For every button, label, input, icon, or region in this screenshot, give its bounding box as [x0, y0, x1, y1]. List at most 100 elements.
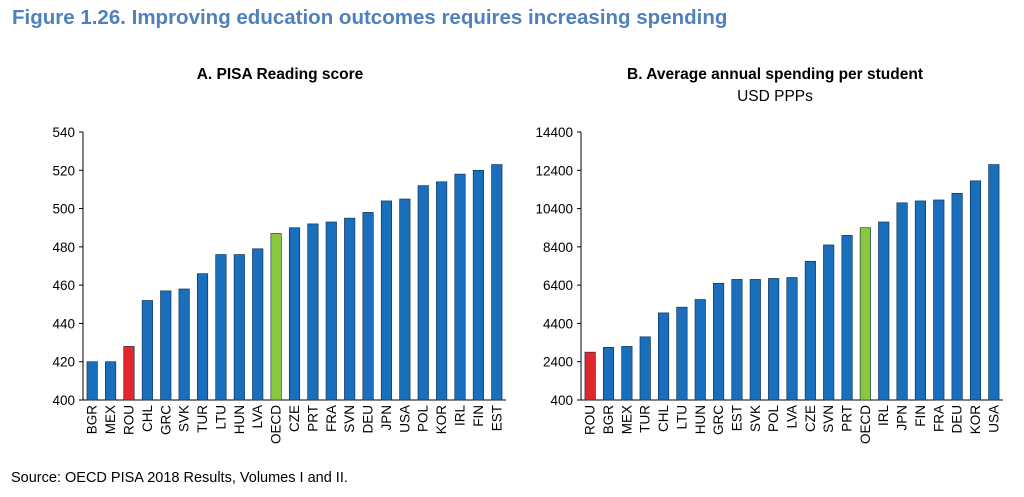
- x-tick-label: LTU: [674, 405, 689, 430]
- y-tick-label: 2400: [543, 355, 573, 370]
- x-tick-label: TUR: [195, 405, 210, 433]
- bar-cze: [804, 260, 816, 401]
- bar-usa: [988, 164, 1000, 401]
- x-tick-label: KOR: [968, 405, 983, 435]
- bar-mex: [105, 361, 117, 401]
- bar-rou: [123, 346, 135, 401]
- bar-kor: [969, 180, 982, 401]
- x-tick-label: GRC: [711, 405, 726, 435]
- x-tick-label: FIN: [471, 405, 486, 427]
- bar-usa: [399, 198, 411, 401]
- x-tick-label: DEU: [950, 405, 965, 434]
- x-tick-label: CZE: [287, 405, 302, 432]
- bar-jpn: [896, 202, 908, 401]
- x-tick-label: MEX: [619, 405, 634, 434]
- x-tick-label: PRT: [840, 405, 855, 432]
- x-tick-label: LVA: [785, 405, 800, 429]
- y-tick-label: 8400: [543, 240, 573, 255]
- bar-irl: [454, 173, 466, 401]
- x-tick-label: KOR: [434, 405, 449, 435]
- x-tick-label: FRA: [931, 405, 946, 432]
- bar-deu: [362, 212, 374, 401]
- x-tick-label: FIN: [913, 405, 928, 427]
- x-tick-label: SVK: [177, 405, 192, 432]
- bar-ltu: [676, 306, 688, 401]
- y-tick-label: 400: [550, 393, 573, 408]
- source-note: Source: OECD PISA 2018 Results, Volumes …: [11, 470, 348, 486]
- bar-lva: [252, 248, 264, 401]
- x-tick-label: ROU: [583, 405, 598, 435]
- x-tick-label: BGR: [601, 405, 616, 435]
- panel-a-title: A. PISA Reading score: [196, 66, 364, 83]
- y-tick-label: 520: [52, 163, 75, 178]
- bar-svk: [749, 279, 761, 401]
- y-tick-label: 10400: [535, 202, 573, 217]
- bar-fra: [325, 221, 337, 401]
- bar-oecd: [270, 233, 282, 401]
- bar-hun: [694, 299, 706, 401]
- x-tick-label: USA: [397, 405, 412, 433]
- y-tick-label: 440: [52, 316, 75, 331]
- bar-mex: [621, 346, 633, 401]
- bar-hun: [233, 254, 245, 401]
- x-tick-label: USA: [986, 405, 1001, 433]
- y-tick-label: 480: [52, 240, 75, 255]
- bar-oecd: [859, 227, 871, 401]
- x-tick-label: IRL: [876, 405, 891, 427]
- y-tick-label: 540: [52, 125, 75, 140]
- x-tick-label: EST: [729, 405, 744, 431]
- x-tick-label: IRL: [453, 405, 468, 427]
- x-tick-label: LTU: [213, 405, 228, 430]
- bar-tur: [639, 336, 651, 401]
- y-tick-label: 500: [52, 202, 75, 217]
- x-tick-label: SVN: [342, 405, 357, 433]
- y-tick-label: 420: [52, 355, 75, 370]
- x-tick-label: POL: [766, 405, 781, 433]
- bar-deu: [951, 192, 963, 401]
- chart-panel-a: 400 420 440 460 480 500 520 540 BGR MEX ROU CHL GRC S…: [52, 125, 506, 444]
- x-tick-label: SVN: [821, 405, 836, 433]
- bar-pol: [417, 185, 429, 401]
- bar-est: [491, 164, 503, 401]
- x-tick-label: EST: [489, 405, 504, 431]
- bar-grc: [713, 282, 725, 401]
- x-tick-label: MEX: [103, 405, 118, 434]
- x-tick-label: LVA: [250, 405, 265, 429]
- figure-title: Figure 1.26. Improving education outcome…: [12, 6, 728, 29]
- x-tick-label: ROU: [121, 405, 136, 435]
- bar-irl: [878, 221, 890, 401]
- x-tick-label: JPN: [379, 405, 394, 431]
- bar-prt: [841, 235, 853, 401]
- x-tick-label: SVK: [748, 405, 763, 432]
- x-tick-label: BGR: [85, 405, 100, 435]
- panel-b-title: B. Average annual spending per student: [627, 66, 923, 83]
- y-tick-label: 6400: [543, 278, 573, 293]
- bar-prt: [307, 223, 319, 401]
- x-tick-label: OECD: [858, 405, 873, 444]
- bar-rou: [584, 351, 596, 401]
- bar-svn: [823, 244, 835, 401]
- x-tick-label: PRT: [305, 405, 320, 432]
- x-tick-label: CHL: [140, 405, 155, 432]
- bar-pol: [768, 278, 780, 401]
- bar-chl: [141, 300, 153, 401]
- bar-chl: [658, 312, 670, 401]
- bar-jpn: [380, 200, 393, 401]
- x-tick-label: OECD: [269, 405, 284, 444]
- x-tick-label: JPN: [895, 405, 910, 431]
- x-tick-label: DEU: [361, 405, 376, 434]
- bar-lva: [786, 277, 798, 401]
- bar-svn: [344, 217, 356, 401]
- chart-panel-b: 400 2400 4400 6400 8400 10400 12400 14400 ROU BGR…: [535, 125, 1003, 444]
- panel-b-subtitle: USD PPPs: [737, 88, 813, 105]
- bar-fin: [472, 169, 484, 401]
- y-tick-label: 400: [52, 393, 75, 408]
- bar-svk: [178, 288, 190, 401]
- x-tick-label: HUN: [232, 405, 247, 434]
- bar-bgr: [602, 347, 615, 401]
- y-tick-label: 460: [52, 278, 75, 293]
- bar-ltu: [215, 254, 227, 401]
- bar-fin: [914, 200, 926, 401]
- x-tick-label: TUR: [638, 405, 653, 433]
- bar-grc: [160, 290, 172, 401]
